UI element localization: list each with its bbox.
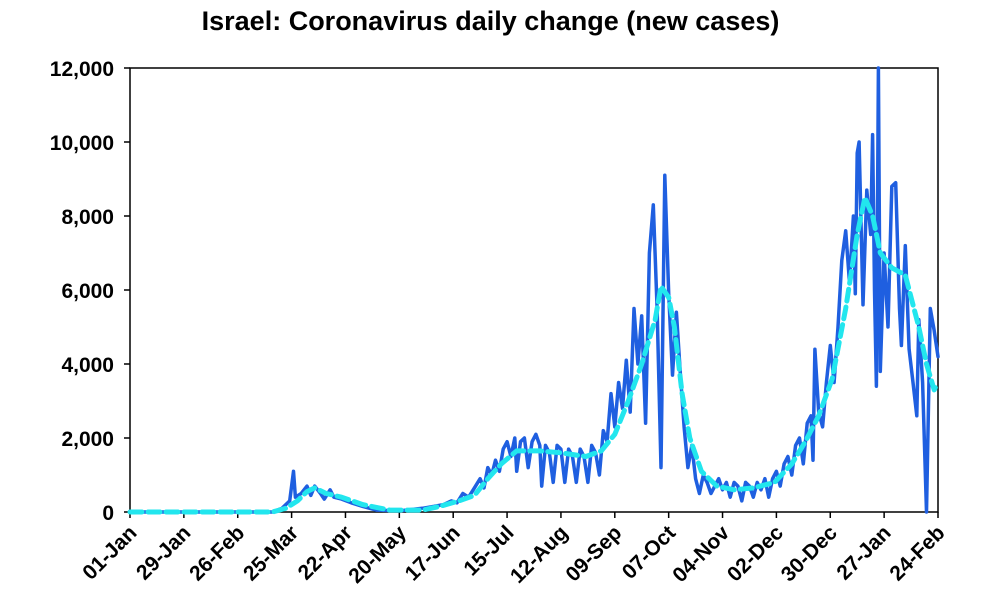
y-tick-label: 4,000 xyxy=(61,354,114,377)
series-line-2 xyxy=(127,195,941,515)
series-layer xyxy=(127,66,941,515)
chart-title: Israel: Coronavirus daily change (new ca… xyxy=(201,6,780,36)
plot-area xyxy=(129,67,939,513)
x-tick-label: 30-Dec xyxy=(777,521,842,586)
x-tick-label: 17-Jun xyxy=(401,521,465,585)
x-tick-label: 12-Aug xyxy=(506,521,573,588)
y-tick-label: 2,000 xyxy=(61,428,114,451)
y-tick-label: 0 xyxy=(102,502,114,525)
y-tick-label: 12,000 xyxy=(50,58,114,81)
x-tick-label: 24-Feb xyxy=(885,521,949,585)
x-tick-label: 20-May xyxy=(344,521,411,588)
y-tick-label: 8,000 xyxy=(61,206,114,229)
x-tick-label: 25-Mar xyxy=(239,521,303,585)
y-tick-label: 6,000 xyxy=(61,280,114,303)
series-line-1 xyxy=(128,66,940,514)
y-tick-label: 10,000 xyxy=(50,132,114,155)
y-axis: 0 2,000 4,000 6,000 8,000 10,000 12,000 xyxy=(50,58,130,525)
x-tick-label: 01-Jan xyxy=(78,521,141,584)
x-tick-label: 09-Sep xyxy=(561,521,626,586)
x-axis: 01-Jan29-Jan26-Feb25-Mar22-Apr20-May17-J… xyxy=(78,512,950,588)
x-tick-label: 04-Nov xyxy=(668,521,734,587)
x-tick-label: 27-Jan xyxy=(832,521,895,584)
x-tick-label: 26-Feb xyxy=(185,521,249,585)
x-tick-label: 02-Dec xyxy=(723,521,788,586)
x-tick-label: 29-Jan xyxy=(132,521,195,584)
